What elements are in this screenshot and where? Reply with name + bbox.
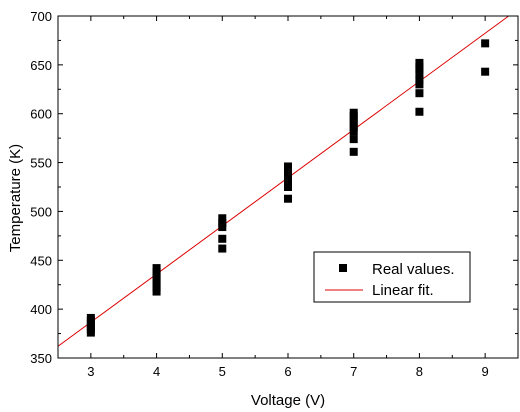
y-axis-title: Temperature (K) — [7, 144, 24, 252]
legend-label-linear-fit: Linear fit. — [372, 282, 434, 299]
data-point — [481, 67, 490, 76]
data-point — [218, 244, 227, 253]
data-point — [284, 194, 292, 203]
data-point — [284, 162, 292, 171]
y-tick-label: 450 — [30, 253, 52, 268]
data-point — [415, 58, 424, 67]
y-tick-label: 600 — [30, 107, 52, 122]
data-point — [86, 313, 95, 322]
legend-marker-real-values — [339, 264, 347, 272]
data-point — [284, 167, 292, 176]
data-point — [415, 89, 424, 98]
x-axis-title: Voltage (V) — [251, 392, 325, 409]
axes: 3 4 5 6 7 8 9 350 400 450 500 550 600 650 700 — [30, 9, 519, 379]
legend-label-real-values: Real values. — [372, 261, 455, 278]
x-tick-label: 4 — [153, 364, 160, 379]
y-tick-label: 500 — [30, 204, 52, 219]
data-point — [349, 108, 358, 117]
legend: Real values. Linear fit. — [313, 251, 471, 303]
data-point — [349, 147, 358, 156]
y-tick-label: 400 — [30, 302, 52, 317]
data-point — [284, 183, 292, 191]
x-tick-label: 7 — [350, 364, 357, 379]
data-point — [218, 219, 227, 228]
y-tick-label: 650 — [30, 58, 52, 73]
data-point — [415, 107, 424, 116]
data-point — [349, 135, 358, 144]
linear-fit-line — [57, 15, 509, 347]
data-point — [415, 75, 424, 84]
x-tick-label: 8 — [416, 364, 423, 379]
data-point — [218, 214, 227, 223]
y-tick-label: 350 — [30, 351, 52, 366]
y-tick-label: 550 — [30, 156, 52, 171]
data-point — [415, 70, 424, 79]
data-point — [481, 39, 490, 48]
plot-area — [57, 15, 509, 347]
x-tick-label: 6 — [284, 364, 291, 379]
x-tick-label: 5 — [219, 364, 226, 379]
data-point — [415, 80, 424, 89]
data-point — [218, 234, 227, 243]
x-tick-label: 3 — [87, 364, 94, 379]
y-tick-label: 700 — [30, 9, 52, 24]
x-tick-label: 9 — [482, 364, 489, 379]
data-point — [152, 264, 161, 273]
legend-box — [313, 251, 471, 303]
